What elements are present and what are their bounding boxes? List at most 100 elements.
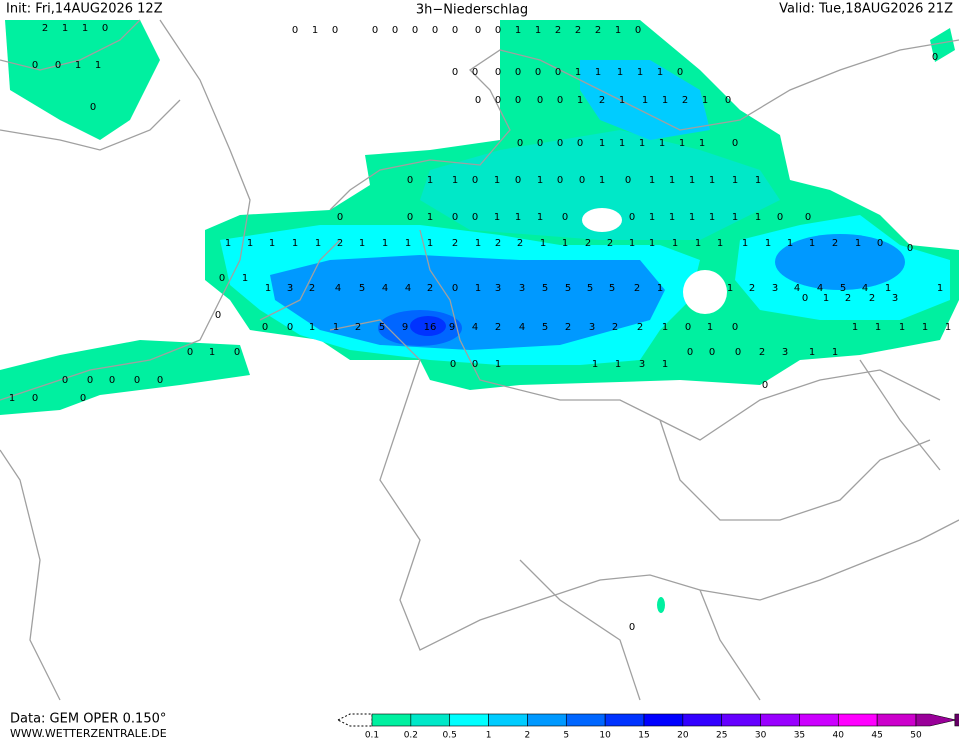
legend-swatch xyxy=(604,713,645,727)
grid-value: 1 xyxy=(809,347,815,358)
grid-value: 0 xyxy=(555,67,561,78)
grid-value: 1 xyxy=(707,322,713,333)
grid-value: 0 xyxy=(777,212,783,223)
grid-value: 1 xyxy=(247,238,253,249)
legend-label: 0.1 xyxy=(365,731,379,741)
grid-value: 2 xyxy=(309,283,315,294)
grid-value: 2 xyxy=(759,347,765,358)
legend-label: 20 xyxy=(677,731,689,741)
grid-value: 2 xyxy=(495,238,501,249)
grid-value: 3 xyxy=(287,283,293,294)
grid-value: 5 xyxy=(609,283,615,294)
grid-value: 0 xyxy=(629,622,635,633)
grid-value: 0 xyxy=(450,359,456,370)
grid-value: 1 xyxy=(475,283,481,294)
grid-value: 1 xyxy=(649,175,655,186)
grid-value: 0 xyxy=(475,95,481,106)
grid-value: 0 xyxy=(472,175,478,186)
precip-area xyxy=(0,340,250,415)
grid-value: 0 xyxy=(90,102,96,113)
grid-value: 3 xyxy=(782,347,788,358)
grid-value: 1 xyxy=(475,238,481,249)
legend-swatch xyxy=(643,713,684,727)
grid-value: 5 xyxy=(379,322,385,333)
grid-value: 1 xyxy=(662,322,668,333)
grid-value: 1 xyxy=(9,393,15,404)
grid-value: 1 xyxy=(540,238,546,249)
country-border xyxy=(329,319,959,651)
legend-above-arrow xyxy=(954,713,959,727)
grid-value: 0 xyxy=(732,138,738,149)
legend-label: 2 xyxy=(525,731,531,741)
precip-area xyxy=(775,234,905,290)
grid-value: 1 xyxy=(669,175,675,186)
precip-area xyxy=(420,130,780,240)
legend-swatch xyxy=(760,713,800,727)
grid-value: 1 xyxy=(659,138,665,149)
grid-value: 2 xyxy=(869,293,875,304)
data-source: Data: GEM OPER 0.150° xyxy=(10,712,166,727)
legend-label: 25 xyxy=(716,731,727,741)
grid-value: 0 xyxy=(762,380,768,391)
grid-value: 1 xyxy=(599,138,605,149)
grid-value: 4 xyxy=(405,283,411,294)
grid-value: 0 xyxy=(412,25,418,36)
legend-label: 40 xyxy=(833,731,845,741)
grid-value: 0 xyxy=(802,293,808,304)
grid-value: 1 xyxy=(515,212,521,223)
grid-value: 2 xyxy=(355,322,361,333)
grid-value: 1 xyxy=(359,238,365,249)
precip-area xyxy=(5,20,160,140)
grid-value: 0 xyxy=(407,175,413,186)
grid-value: 1 xyxy=(494,175,500,186)
grid-value: 0 xyxy=(187,347,193,358)
grid-value: 0 xyxy=(472,212,478,223)
grid-value: 1 xyxy=(615,25,621,36)
grid-value: 2 xyxy=(595,25,601,36)
grid-value: 0 xyxy=(87,375,93,386)
grid-value: 1 xyxy=(577,95,583,106)
grid-value: 0 xyxy=(372,25,378,36)
grid-value: 0 xyxy=(234,347,240,358)
grid-value: 1 xyxy=(742,238,748,249)
grid-value: 1 xyxy=(427,238,433,249)
grid-value: 1 xyxy=(852,322,858,333)
grid-value: 1 xyxy=(619,95,625,106)
precip-area xyxy=(657,597,665,613)
grid-value: 2 xyxy=(585,238,591,249)
grid-value: 0 xyxy=(805,212,811,223)
grid-value: 1 xyxy=(315,238,321,249)
grid-value: 0 xyxy=(432,25,438,36)
website: WWW.WETTERZENTRALE.DE xyxy=(10,727,167,740)
grid-value: 1 xyxy=(823,293,829,304)
precipitation-fields xyxy=(0,20,959,613)
coastline xyxy=(0,19,251,401)
grid-value: 1 xyxy=(333,322,339,333)
grid-value: 1 xyxy=(855,238,861,249)
borders xyxy=(0,19,959,701)
grid-value: 0 xyxy=(562,212,568,223)
grid-value: 0 xyxy=(677,67,683,78)
grid-value: 0 xyxy=(709,347,715,358)
grid-value: 1 xyxy=(662,95,668,106)
grid-value: 1 xyxy=(382,238,388,249)
grid-value: 1 xyxy=(312,25,318,36)
grid-value: 0 xyxy=(579,175,585,186)
grid-value: 2 xyxy=(832,238,838,249)
grid-value: 1 xyxy=(732,212,738,223)
grid-value: 0 xyxy=(495,67,501,78)
grid-value: 1 xyxy=(809,238,815,249)
grid-value: 2 xyxy=(42,23,48,34)
grid-value: 1 xyxy=(209,347,215,358)
grid-value: 1 xyxy=(619,138,625,149)
grid-value: 1 xyxy=(689,212,695,223)
grid-value: 1 xyxy=(669,212,675,223)
precip-area xyxy=(270,255,665,350)
dry-hole xyxy=(683,270,727,314)
grid-value: 1 xyxy=(689,175,695,186)
grid-value: 5 xyxy=(565,283,571,294)
grid-value: 0 xyxy=(337,212,343,223)
grid-value: 1 xyxy=(899,322,905,333)
legend-swatch xyxy=(799,713,839,727)
